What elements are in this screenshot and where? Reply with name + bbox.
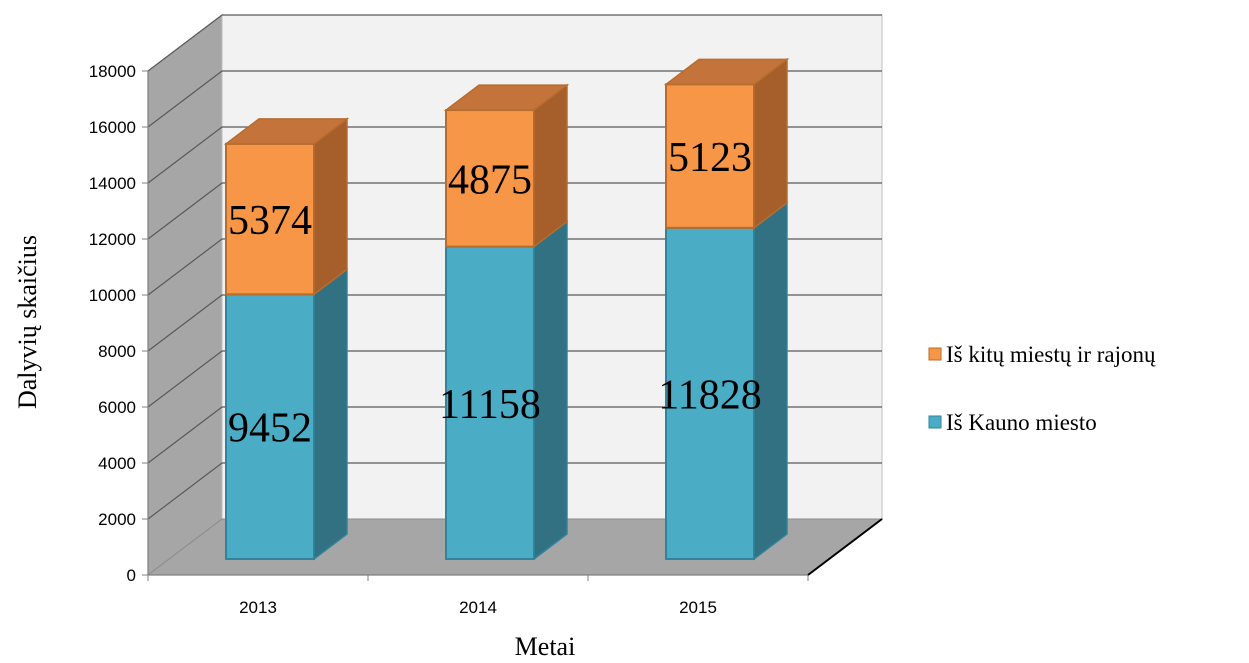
bar-segment-front — [225, 293, 315, 560]
y-tick-label: 0 — [127, 566, 136, 585]
floor-edge — [807, 518, 883, 576]
bar-segment-front — [665, 83, 755, 229]
data-label: 5374 — [228, 198, 312, 244]
bar-segment-side — [313, 117, 348, 296]
bar-segment-side — [533, 83, 568, 249]
y-tick-label: 12000 — [89, 230, 136, 249]
y-tick-label: 2000 — [98, 510, 136, 529]
bar-segment-side — [753, 57, 788, 230]
data-label: 4875 — [448, 157, 532, 203]
legend-swatch-other-cities — [928, 347, 942, 361]
gridline — [147, 350, 882, 408]
bar-segment-front — [225, 142, 315, 296]
gridline — [147, 126, 882, 184]
gridline — [147, 238, 882, 296]
bar-segment-side — [313, 267, 348, 561]
bar-segment-top — [663, 58, 790, 86]
x-tick-label: 2013 — [239, 598, 277, 617]
gridline — [147, 462, 882, 520]
y-tick-label: 4000 — [98, 454, 136, 473]
gridline — [147, 294, 882, 352]
gridline — [147, 406, 882, 464]
data-label: 5123 — [668, 135, 752, 181]
gridline — [147, 14, 882, 72]
axes: 0 2000 4000 6000 8000 10000 12000 14000 16000 180… — [89, 62, 883, 617]
y-tick-label: 18000 — [89, 62, 136, 81]
data-labels: 9452 5374 11158 4875 11828 5123 — [228, 135, 762, 452]
gridline — [147, 182, 882, 240]
bars — [223, 57, 790, 561]
data-label: 9452 — [228, 406, 312, 452]
gridlines — [147, 14, 882, 520]
y-axis-title: Dalyvių skaičius — [13, 235, 42, 409]
legend-label-other-cities: Iš kitų miestų ir rajonų — [946, 342, 1156, 367]
bar-segment-top — [223, 118, 350, 145]
legend-item-kaunas: Iš Kauno miesto — [928, 410, 1097, 435]
y-tick-label: 8000 — [98, 342, 136, 361]
x-axis-title: Metai — [515, 632, 576, 661]
legend-item-other-cities: Iš kitų miestų ir rajonų — [928, 342, 1156, 367]
data-label: 11158 — [439, 382, 541, 428]
x-tick-label: 2014 — [459, 598, 497, 617]
legend-swatch-kaunas — [928, 415, 942, 429]
legend: Iš kitų miestų ir rajonų Iš Kauno miesto — [928, 342, 1156, 435]
y-tick-label: 6000 — [98, 398, 136, 417]
y-tick-label: 16000 — [89, 118, 136, 137]
x-tick-label: 2015 — [679, 598, 717, 617]
y-tick-label: 14000 — [89, 174, 136, 193]
gridline — [147, 70, 882, 128]
bar-segment-top — [443, 84, 570, 111]
y-tick-label: 10000 — [89, 286, 136, 305]
data-label: 11828 — [658, 372, 761, 418]
legend-label-kaunas: Iš Kauno miesto — [946, 410, 1097, 435]
bar-segment-front — [665, 226, 755, 560]
